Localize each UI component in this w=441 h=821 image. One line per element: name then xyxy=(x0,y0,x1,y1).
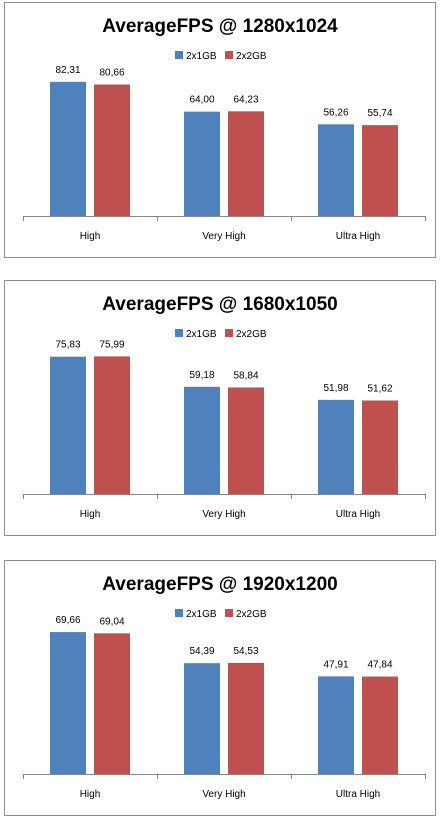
data-label: 69,04 xyxy=(99,616,124,627)
bar-2x1GB-high xyxy=(50,632,86,774)
bar-2x1GB-ultra-high xyxy=(318,676,354,774)
x-tick-label: Very High xyxy=(202,789,245,800)
bar-2x2GB-very-high xyxy=(228,111,264,216)
bar-chart-1280x1024: AverageFPS @ 1280x1024 2x1GB 2x2GB 82,31 80,… xyxy=(23,16,426,242)
bar-2x1GB-very-high xyxy=(184,111,220,216)
data-label: 82,31 xyxy=(55,65,80,76)
legend-swatch-2x2GB xyxy=(225,609,233,617)
x-tick-label: Very High xyxy=(202,231,245,242)
bar-2x2GB-ultra-high xyxy=(362,400,398,494)
bar-2x2GB-ultra-high xyxy=(362,125,398,216)
x-tick-label: High xyxy=(80,231,101,242)
bar-chart-1680x1050: AverageFPS @ 1680x1050 2x1GB 2x2GB 75,83 75,… xyxy=(23,294,426,520)
chart-title: AverageFPS @ 1280x1024 xyxy=(102,16,338,37)
chart-title: AverageFPS @ 1920x1200 xyxy=(102,574,337,595)
data-label: 64,23 xyxy=(233,94,258,105)
bar-2x1GB-high xyxy=(50,81,86,216)
legend-label-2x1GB: 2x1GB xyxy=(186,609,217,620)
bar-chart-1920x1200: AverageFPS @ 1920x1200 2x1GB 2x2GB 69,66 69,… xyxy=(23,574,426,800)
data-label: 47,91 xyxy=(323,659,348,670)
legend-swatch-2x1GB xyxy=(175,329,183,337)
legend-label-2x1GB: 2x1GB xyxy=(186,329,217,340)
bar-2x2GB-high xyxy=(94,633,130,774)
data-label: 51,62 xyxy=(367,384,392,395)
x-tick-label: High xyxy=(80,789,101,800)
data-label: 54,53 xyxy=(233,646,258,657)
bar-2x2GB-high xyxy=(94,84,130,216)
x-tick-label: Very High xyxy=(202,509,245,520)
x-tick-label: Ultra High xyxy=(336,231,380,242)
bar-2x1GB-very-high xyxy=(184,386,220,494)
data-label: 55,74 xyxy=(367,108,392,119)
data-label: 80,66 xyxy=(99,68,124,79)
legend-swatch-2x1GB xyxy=(175,51,183,59)
x-tick-label: High xyxy=(80,509,101,520)
bar-2x2GB-high xyxy=(94,356,130,494)
x-tick-label: Ultra High xyxy=(336,509,380,520)
legend-label-2x2GB: 2x2GB xyxy=(236,329,267,340)
bar-2x1GB-ultra-high xyxy=(318,399,354,494)
data-label: 59,18 xyxy=(189,370,214,381)
legend-swatch-2x2GB xyxy=(225,51,233,59)
data-label: 69,66 xyxy=(55,615,80,626)
chart-panel-1280x1024: AverageFPS @ 1280x1024 2x1GB 2x2GB 82,31 80,… xyxy=(4,2,436,258)
chart-panel-1920x1200: AverageFPS @ 1920x1200 2x1GB 2x2GB 69,66 69,… xyxy=(4,560,436,816)
data-label: 75,83 xyxy=(55,340,80,351)
data-label: 56,26 xyxy=(323,107,348,118)
bar-2x1GB-high xyxy=(50,356,86,494)
bar-2x2GB-very-high xyxy=(228,387,264,494)
data-label: 51,98 xyxy=(323,383,348,394)
bar-2x1GB-very-high xyxy=(184,663,220,774)
data-label: 64,00 xyxy=(189,95,214,106)
data-label: 58,84 xyxy=(233,370,258,381)
bar-2x2GB-ultra-high xyxy=(362,676,398,774)
legend-label-2x1GB: 2x1GB xyxy=(186,51,217,62)
data-label: 54,39 xyxy=(189,646,214,657)
chart-title: AverageFPS @ 1680x1050 xyxy=(102,294,337,315)
legend-swatch-2x1GB xyxy=(175,609,183,617)
bar-2x1GB-ultra-high xyxy=(318,124,354,216)
data-label: 47,84 xyxy=(367,660,392,671)
legend-swatch-2x2GB xyxy=(225,329,233,337)
x-tick-label: Ultra High xyxy=(336,789,380,800)
legend-label-2x2GB: 2x2GB xyxy=(236,609,267,620)
data-label: 75,99 xyxy=(99,339,124,350)
chart-panel-1680x1050: AverageFPS @ 1680x1050 2x1GB 2x2GB 75,83 75,… xyxy=(4,280,436,536)
bar-2x2GB-very-high xyxy=(228,662,264,774)
legend-label-2x2GB: 2x2GB xyxy=(236,51,267,62)
